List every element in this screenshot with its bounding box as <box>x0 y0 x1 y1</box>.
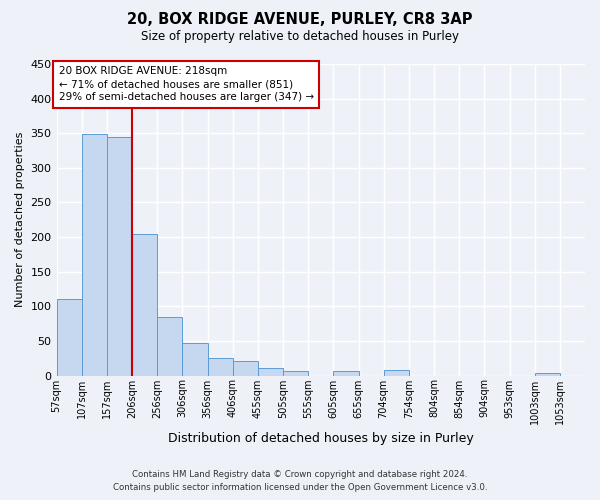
Bar <box>233 361 258 376</box>
Bar <box>535 372 560 376</box>
Text: 20, BOX RIDGE AVENUE, PURLEY, CR8 3AP: 20, BOX RIDGE AVENUE, PURLEY, CR8 3AP <box>127 12 473 28</box>
Bar <box>157 316 182 376</box>
Text: Size of property relative to detached houses in Purley: Size of property relative to detached ho… <box>141 30 459 43</box>
X-axis label: Distribution of detached houses by size in Purley: Distribution of detached houses by size … <box>168 432 473 445</box>
Bar <box>56 300 82 376</box>
Bar <box>208 358 233 376</box>
Bar <box>132 234 157 376</box>
Text: Contains HM Land Registry data © Crown copyright and database right 2024.
Contai: Contains HM Land Registry data © Crown c… <box>113 470 487 492</box>
Bar <box>82 134 107 376</box>
Bar <box>383 370 409 376</box>
Y-axis label: Number of detached properties: Number of detached properties <box>15 132 25 308</box>
Bar <box>258 368 283 376</box>
Bar <box>283 370 308 376</box>
Bar <box>182 343 208 376</box>
Bar <box>107 136 132 376</box>
Text: 20 BOX RIDGE AVENUE: 218sqm
← 71% of detached houses are smaller (851)
29% of se: 20 BOX RIDGE AVENUE: 218sqm ← 71% of det… <box>59 66 314 102</box>
Bar <box>334 372 359 376</box>
